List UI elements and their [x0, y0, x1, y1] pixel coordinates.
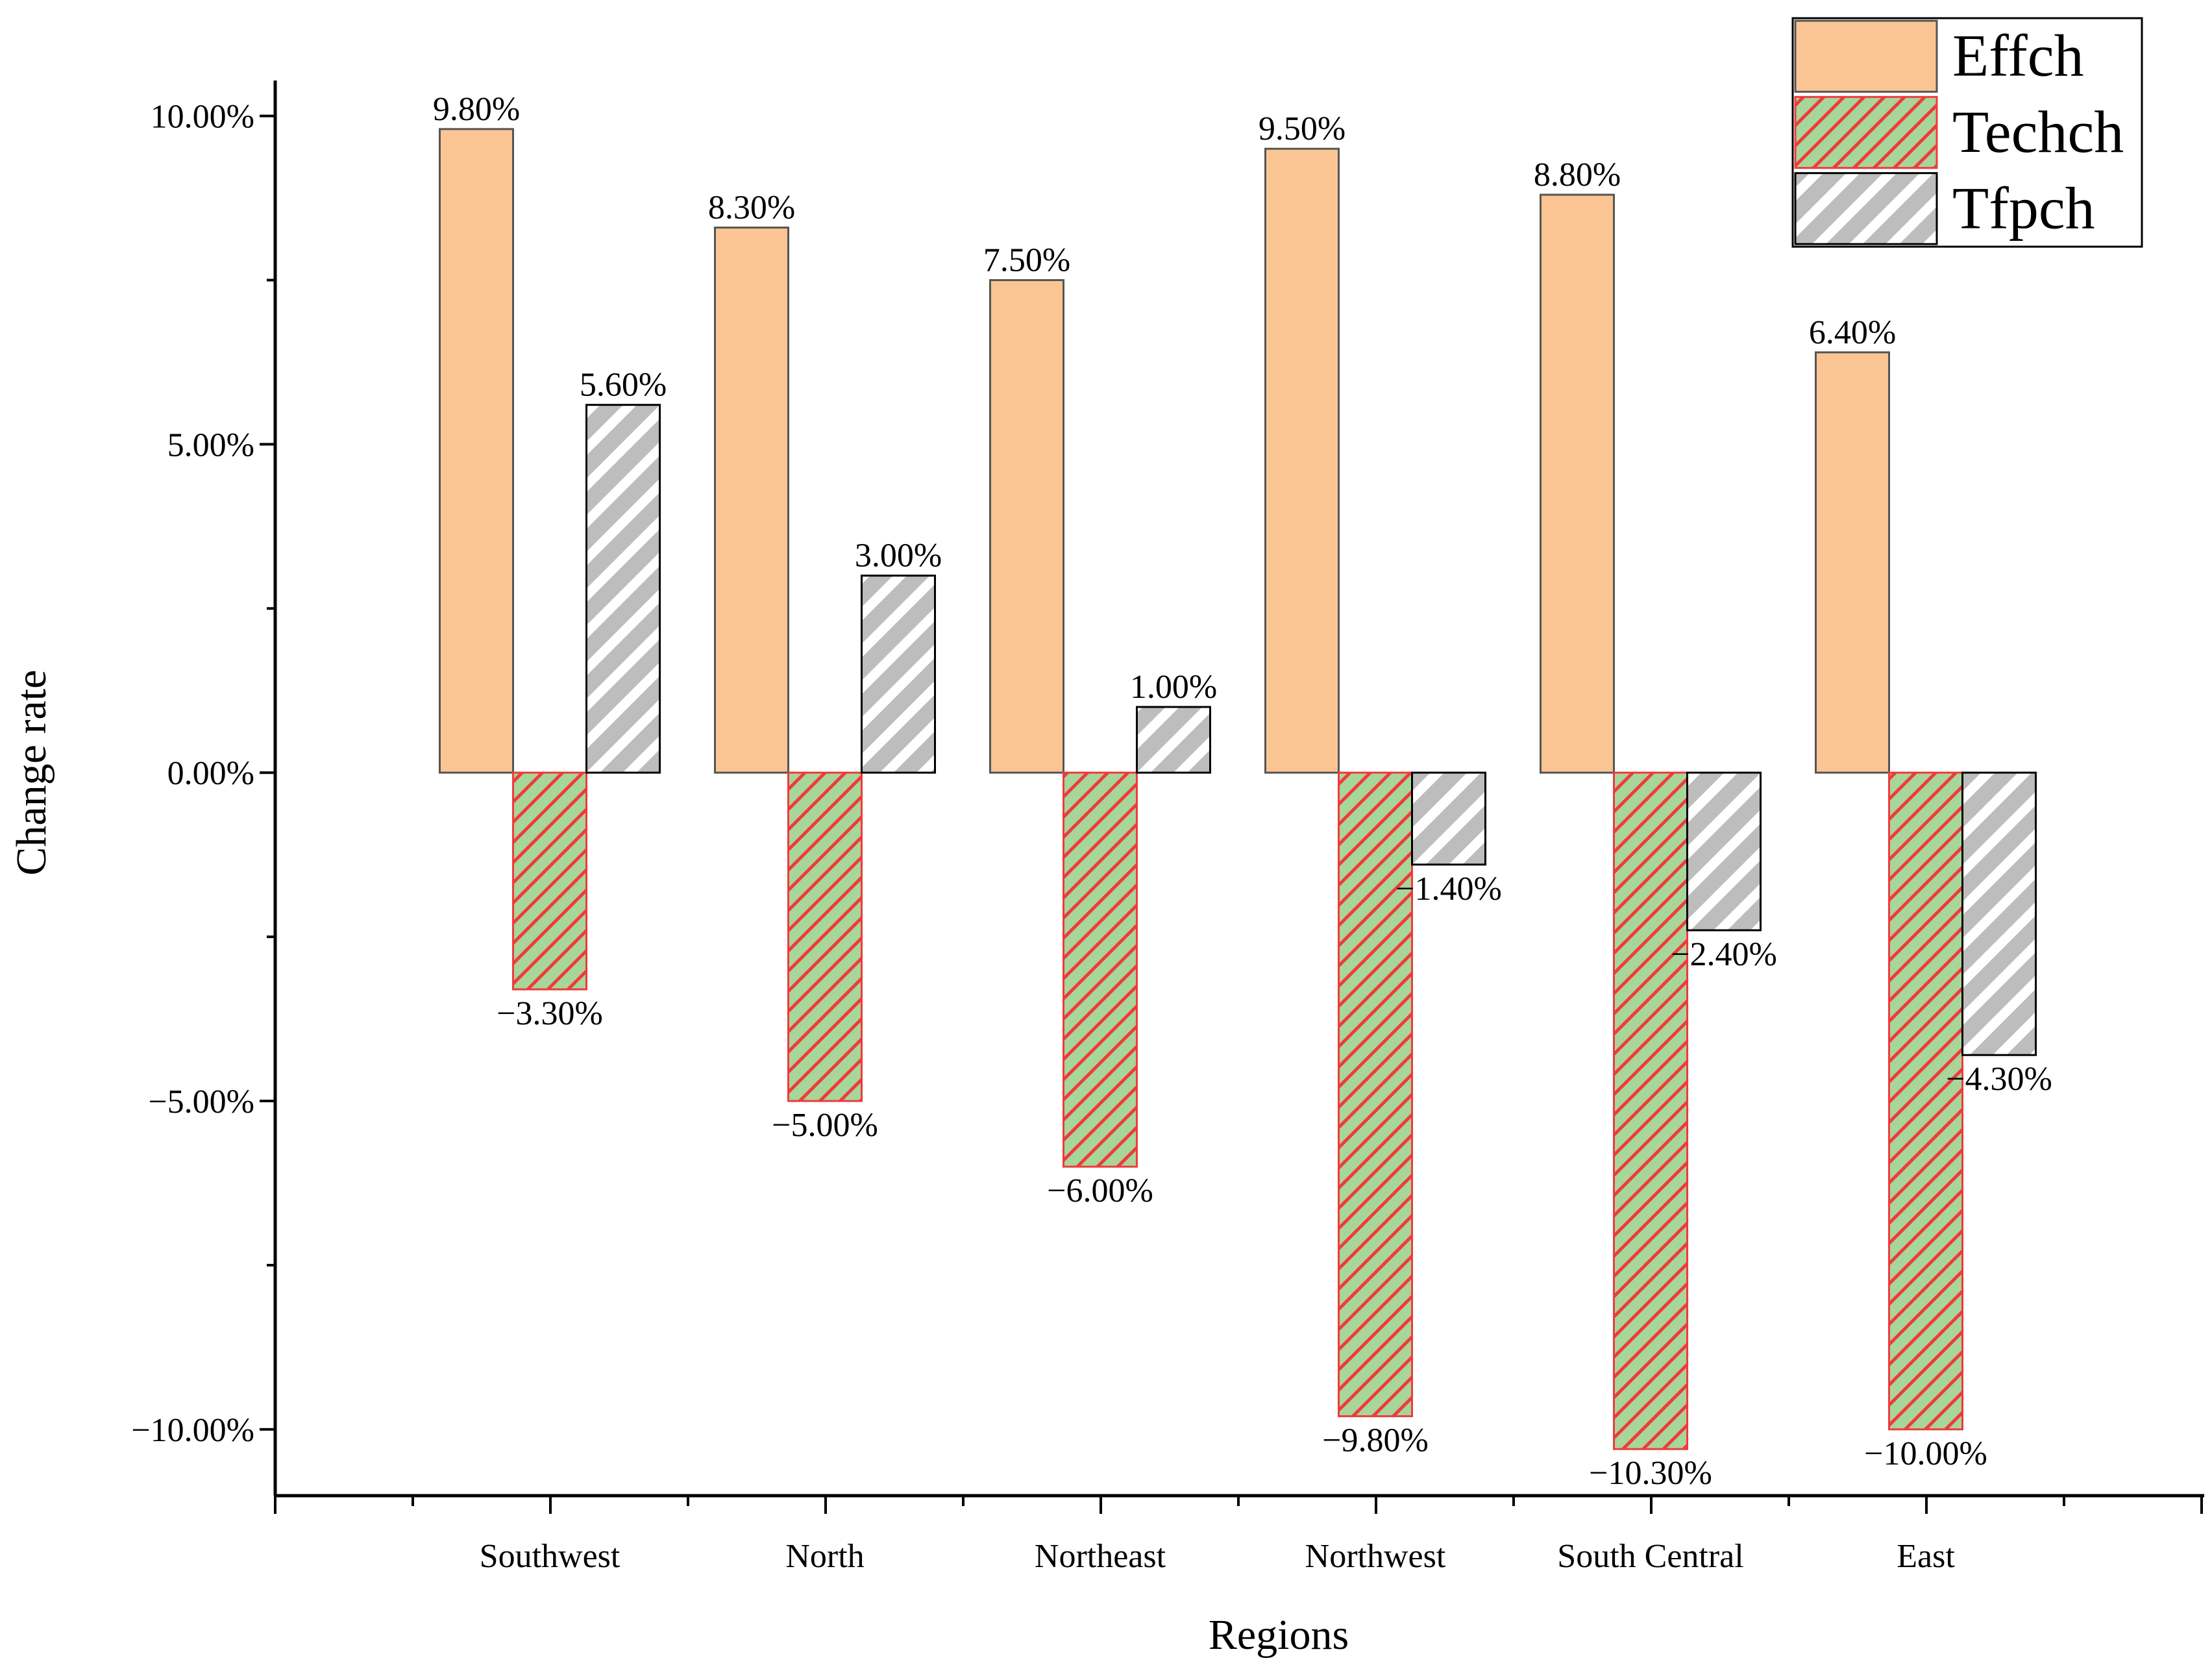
legend-swatch-techch [1794, 95, 1938, 169]
bar-techch-southwest [512, 771, 587, 991]
legend-swatch-tfpch [1794, 172, 1938, 245]
bar-effch-south-central [1540, 193, 1615, 774]
legend-swatch-effch [1794, 19, 1938, 93]
x-category-label: Northeast [1035, 1538, 1166, 1575]
bar-effch-northwest [1264, 147, 1340, 774]
bars-group [439, 128, 2037, 1450]
bar-techch-north [787, 771, 863, 1102]
data-label: −6.00% [1047, 1172, 1153, 1209]
data-label: −2.40% [1671, 936, 1777, 973]
bar-techch-northeast [1063, 771, 1138, 1168]
bar-techch-east [1888, 771, 1963, 1431]
bar-tfpch-southwest [585, 404, 661, 774]
x-category-label: East [1897, 1538, 1955, 1575]
bar-effch-southwest [439, 128, 514, 774]
bar-techch-south-central [1613, 771, 1688, 1450]
x-ticks-group: Southwest North Northeast Northwest South Ce… [274, 1496, 2203, 1575]
data-label: 6.40% [1809, 314, 1896, 351]
legend-label-effch: Effch [1952, 23, 2084, 89]
y-tick-label: −5.00% [148, 1083, 254, 1120]
x-axis-title: Regions [1209, 1611, 1349, 1659]
bar-effch-north [714, 227, 789, 774]
data-label: 9.80% [433, 91, 520, 128]
x-category-label: Northwest [1305, 1538, 1446, 1575]
data-label: 8.30% [708, 190, 795, 227]
legend-label-tfpch: Tfpch [1952, 175, 2095, 241]
bar-effch-east [1815, 351, 1890, 774]
data-label: 7.50% [983, 241, 1070, 278]
bar-tfpch-north [861, 575, 936, 774]
data-label: −1.40% [1395, 871, 1502, 908]
data-label: −5.00% [772, 1107, 878, 1144]
y-tick-label: 10.00% [151, 99, 254, 136]
data-label: −10.00% [1864, 1435, 1987, 1472]
bar-tfpch-northwest [1411, 771, 1486, 866]
data-label: 9.50% [1259, 110, 1346, 147]
data-labels-group: 9.80% 8.30% 7.50% 9.50% 8.80% 6.40% −3.30% −5.0… [433, 91, 2052, 1492]
legend-label-techch: Techch [1952, 99, 2124, 165]
bar-techch-northwest [1338, 771, 1413, 1418]
y-axis-title: Change rate [8, 670, 55, 876]
bar-effch-northeast [989, 278, 1064, 774]
y-tick-label: −10.00% [131, 1412, 254, 1449]
x-category-label: South Central [1557, 1538, 1743, 1575]
y-tick-label: 0.00% [167, 755, 254, 792]
legend: Effch Techch Tfpch [1791, 17, 2143, 248]
data-label: −4.30% [1946, 1061, 2052, 1098]
x-category-label: North [785, 1538, 864, 1575]
data-label: 8.80% [1534, 156, 1621, 193]
x-category-label: Southwest [480, 1538, 621, 1575]
data-label: −10.30% [1589, 1455, 1712, 1492]
data-label: −3.30% [497, 995, 603, 1032]
data-label: −9.80% [1322, 1422, 1429, 1459]
data-label: 5.60% [580, 367, 667, 404]
data-label: 1.00% [1130, 669, 1217, 706]
bar-tfpch-east [1961, 771, 2037, 1056]
bar-tfpch-northeast [1136, 706, 1211, 774]
y-tick-label: 5.00% [167, 427, 254, 464]
data-label: 3.00% [855, 538, 942, 575]
y-ticks-group: −10.00% −5.00% 0.00% 5.00% 10.00% [131, 99, 275, 1449]
bar-tfpch-south-central [1686, 771, 1762, 932]
